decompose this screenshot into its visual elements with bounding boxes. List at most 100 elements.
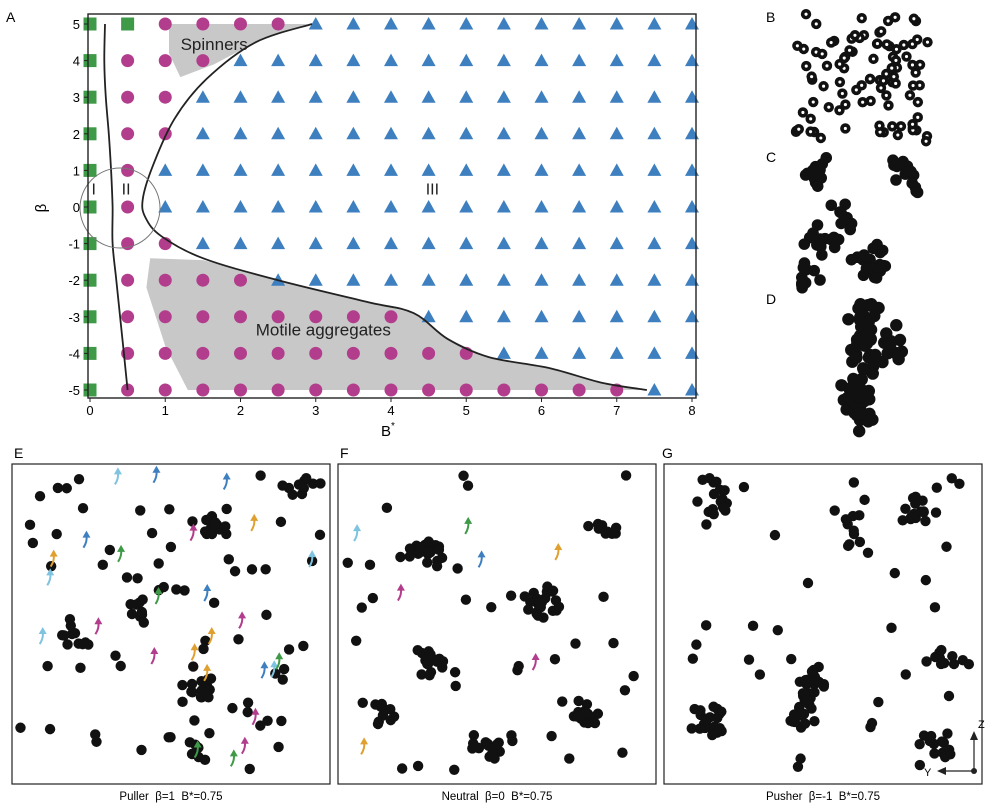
y-axis-label: β	[33, 203, 50, 212]
particle	[858, 339, 871, 352]
marker-circle	[422, 346, 436, 360]
marker-circle	[121, 54, 135, 68]
snapshot-f	[342, 470, 639, 775]
marker-triangle	[384, 163, 398, 176]
particle	[51, 528, 62, 540]
particle	[884, 337, 897, 350]
marker-triangle	[308, 53, 323, 67]
particle	[277, 674, 288, 685]
particle	[233, 634, 244, 645]
particle	[929, 748, 940, 759]
particle	[491, 739, 503, 750]
marker-triangle	[534, 273, 549, 286]
particle	[204, 727, 215, 739]
marker-triangle	[496, 126, 511, 140]
particle	[866, 717, 878, 729]
marker-triangle	[685, 17, 699, 30]
particle	[58, 630, 70, 641]
marker-triangle	[534, 17, 549, 30]
snapshot-f-frame	[337, 463, 657, 785]
marker-triangle	[609, 163, 624, 176]
particle	[449, 764, 460, 775]
particle	[802, 577, 814, 589]
marker-triangle	[609, 53, 624, 67]
particle	[855, 372, 868, 386]
marker-triangle	[346, 90, 361, 103]
particle	[792, 761, 804, 772]
marker-triangle	[685, 126, 699, 140]
particle	[208, 597, 220, 609]
x-tick-label: 6	[538, 403, 545, 418]
particle	[523, 604, 534, 615]
particle	[692, 496, 703, 507]
particle	[786, 653, 797, 665]
particle	[869, 349, 882, 363]
particle	[171, 584, 182, 595]
particle	[848, 477, 860, 488]
particle	[829, 505, 840, 516]
particle	[910, 491, 921, 503]
y-tick-label: -2	[68, 273, 80, 288]
x-tick-label: 7	[613, 403, 620, 418]
marker-triangle	[233, 90, 248, 103]
marker-circle	[346, 310, 360, 324]
marker-circle	[384, 346, 398, 360]
marker-triangle	[647, 236, 662, 250]
particle	[608, 637, 619, 649]
marker-circle	[121, 90, 135, 104]
marker-triangle	[308, 17, 323, 30]
particle	[873, 696, 884, 708]
particle	[130, 599, 142, 610]
marker-triangle	[384, 90, 398, 103]
particle	[954, 478, 965, 490]
marker-circle	[309, 383, 323, 397]
marker-triangle	[233, 126, 248, 140]
particle	[914, 759, 926, 771]
particle	[801, 694, 813, 705]
y-tick-label: 0	[73, 200, 80, 215]
marker-triangle	[459, 236, 474, 250]
particle	[110, 650, 121, 661]
marker-triangle	[534, 90, 549, 103]
caption-f: Neutral β=0 B*=0.75	[442, 791, 553, 803]
marker-circle	[346, 346, 360, 360]
marker-circle	[196, 17, 210, 31]
marker-circle	[158, 310, 172, 324]
particle	[920, 515, 931, 527]
particle	[925, 730, 937, 742]
particle	[936, 644, 947, 656]
particle	[876, 244, 889, 257]
marker-triangle	[496, 346, 511, 359]
marker-triangle	[496, 53, 511, 67]
particle	[62, 639, 73, 650]
particle	[199, 526, 211, 537]
boundary-i-ii	[103, 23, 129, 391]
particle	[61, 483, 72, 494]
particle	[815, 172, 828, 184]
particle	[301, 473, 312, 484]
particle	[610, 522, 622, 533]
particle	[915, 506, 927, 517]
marker-triangle	[195, 200, 210, 213]
marker-triangle	[271, 200, 286, 213]
particle	[897, 515, 908, 526]
marker-triangle	[534, 309, 549, 323]
marker-triangle	[685, 53, 699, 67]
marker-circle	[158, 346, 172, 360]
particle	[877, 259, 890, 272]
axis-ticks: 0 1 2 3 4 5 6 7 8 5 4 3 2 1 0 -1 -2 -3 -4 -5	[68, 17, 695, 418]
marker-triangle	[572, 17, 587, 30]
particle	[357, 697, 368, 708]
snapshot-d	[835, 298, 909, 438]
particle	[835, 217, 847, 230]
particle	[816, 249, 828, 261]
particle	[385, 703, 396, 715]
marker-triangle	[685, 383, 699, 396]
marker-triangle	[421, 126, 436, 140]
marker-triangle	[421, 90, 436, 103]
particle	[842, 313, 855, 326]
marker-triangle	[384, 273, 398, 286]
particle	[275, 516, 287, 528]
marker-circle	[158, 17, 172, 31]
